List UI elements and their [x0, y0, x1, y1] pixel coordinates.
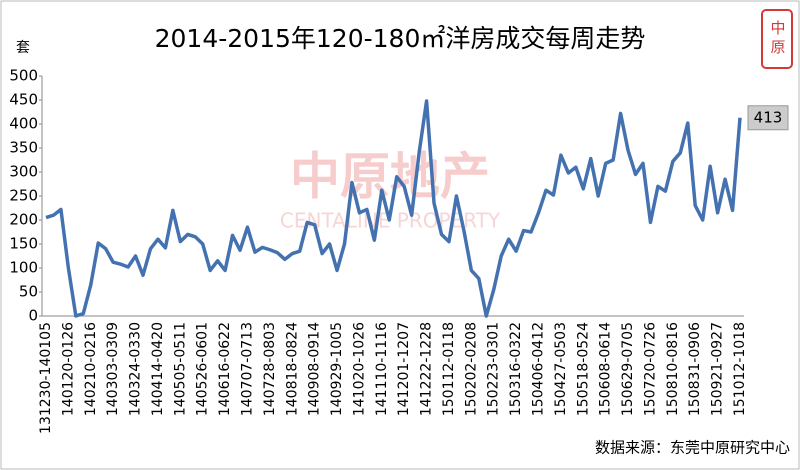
x-tick-label: 140616-0622: [217, 322, 233, 416]
y-tick-label: 350: [9, 139, 38, 157]
y-tick-label: 400: [9, 115, 38, 133]
y-tick-label: 0: [28, 307, 38, 325]
value-label-box: [747, 105, 789, 131]
y-tick-label: 250: [9, 187, 38, 205]
x-tick-label: 140818-0824: [284, 322, 300, 416]
x-tick-label: 150810-0816: [665, 322, 681, 416]
x-tick-label: 150608-0614: [598, 322, 614, 416]
line-series: [45, 99, 742, 318]
y-tick-label: 50: [19, 283, 38, 301]
y-tick-label: 100: [9, 259, 38, 277]
y-tick-label: 500: [9, 67, 38, 85]
x-tick-label: 141201-1207: [396, 322, 412, 416]
x-tick-label: 151012-1018: [732, 322, 748, 416]
x-tick-label: 141110-1116: [374, 322, 390, 416]
x-tick-label: 140526-0601: [195, 322, 211, 416]
x-tick-label: 150316-0322: [508, 322, 524, 416]
x-tick-label: 140414-0420: [150, 322, 166, 416]
x-tick-label: 131230-140105: [38, 322, 54, 434]
x-tick-label: 140120-0126: [60, 322, 76, 416]
x-tick-label: 140303-0309: [105, 322, 121, 416]
x-tick-label: 150202-0208: [463, 322, 479, 416]
x-tick-label: 150112-0118: [441, 322, 457, 416]
x-tick-label: 150720-0726: [642, 322, 658, 416]
watermark: 中原地产: [290, 148, 490, 206]
y-tick-label: 450: [9, 91, 38, 109]
x-tick-label: 150427-0503: [553, 322, 569, 416]
x-tick-label: 150629-0705: [620, 322, 636, 416]
source: 数据来源：东莞中原研究中心: [595, 439, 790, 457]
y-tick-label: 300: [9, 163, 38, 181]
y-tick-label: 150: [9, 235, 38, 253]
x-tick-label: 140728-0803: [262, 322, 278, 416]
value-label: 413: [754, 108, 783, 126]
logo: 中原: [769, 20, 787, 58]
x-tick-label: 141222-1228: [419, 322, 435, 416]
y-tick-label: 200: [9, 211, 38, 229]
x-tick-label: 140707-0713: [239, 322, 255, 416]
x-tick-label: 150921-0927: [710, 322, 726, 416]
x-tick-label: 150518-0524: [575, 322, 591, 416]
y-unit: 套: [16, 40, 30, 56]
x-tick-label: 141020-1026: [351, 322, 367, 416]
chart-title: 2014-2015年120-180㎡洋房成交每周走势: [155, 24, 646, 53]
x-tick-label: 140505-0511: [172, 322, 188, 416]
x-tick-label: 140929-1005: [329, 322, 345, 416]
logo-box: [761, 9, 793, 69]
x-tick-label: 150406-0412: [531, 322, 547, 416]
x-tick-label: 150831-0906: [687, 322, 703, 416]
x-tick-label: 140324-0330: [128, 322, 144, 416]
x-tick-label: 150223-0301: [486, 322, 502, 416]
x-tick-label: 140908-0914: [307, 322, 323, 416]
x-tick-label: 140210-0216: [83, 322, 99, 416]
